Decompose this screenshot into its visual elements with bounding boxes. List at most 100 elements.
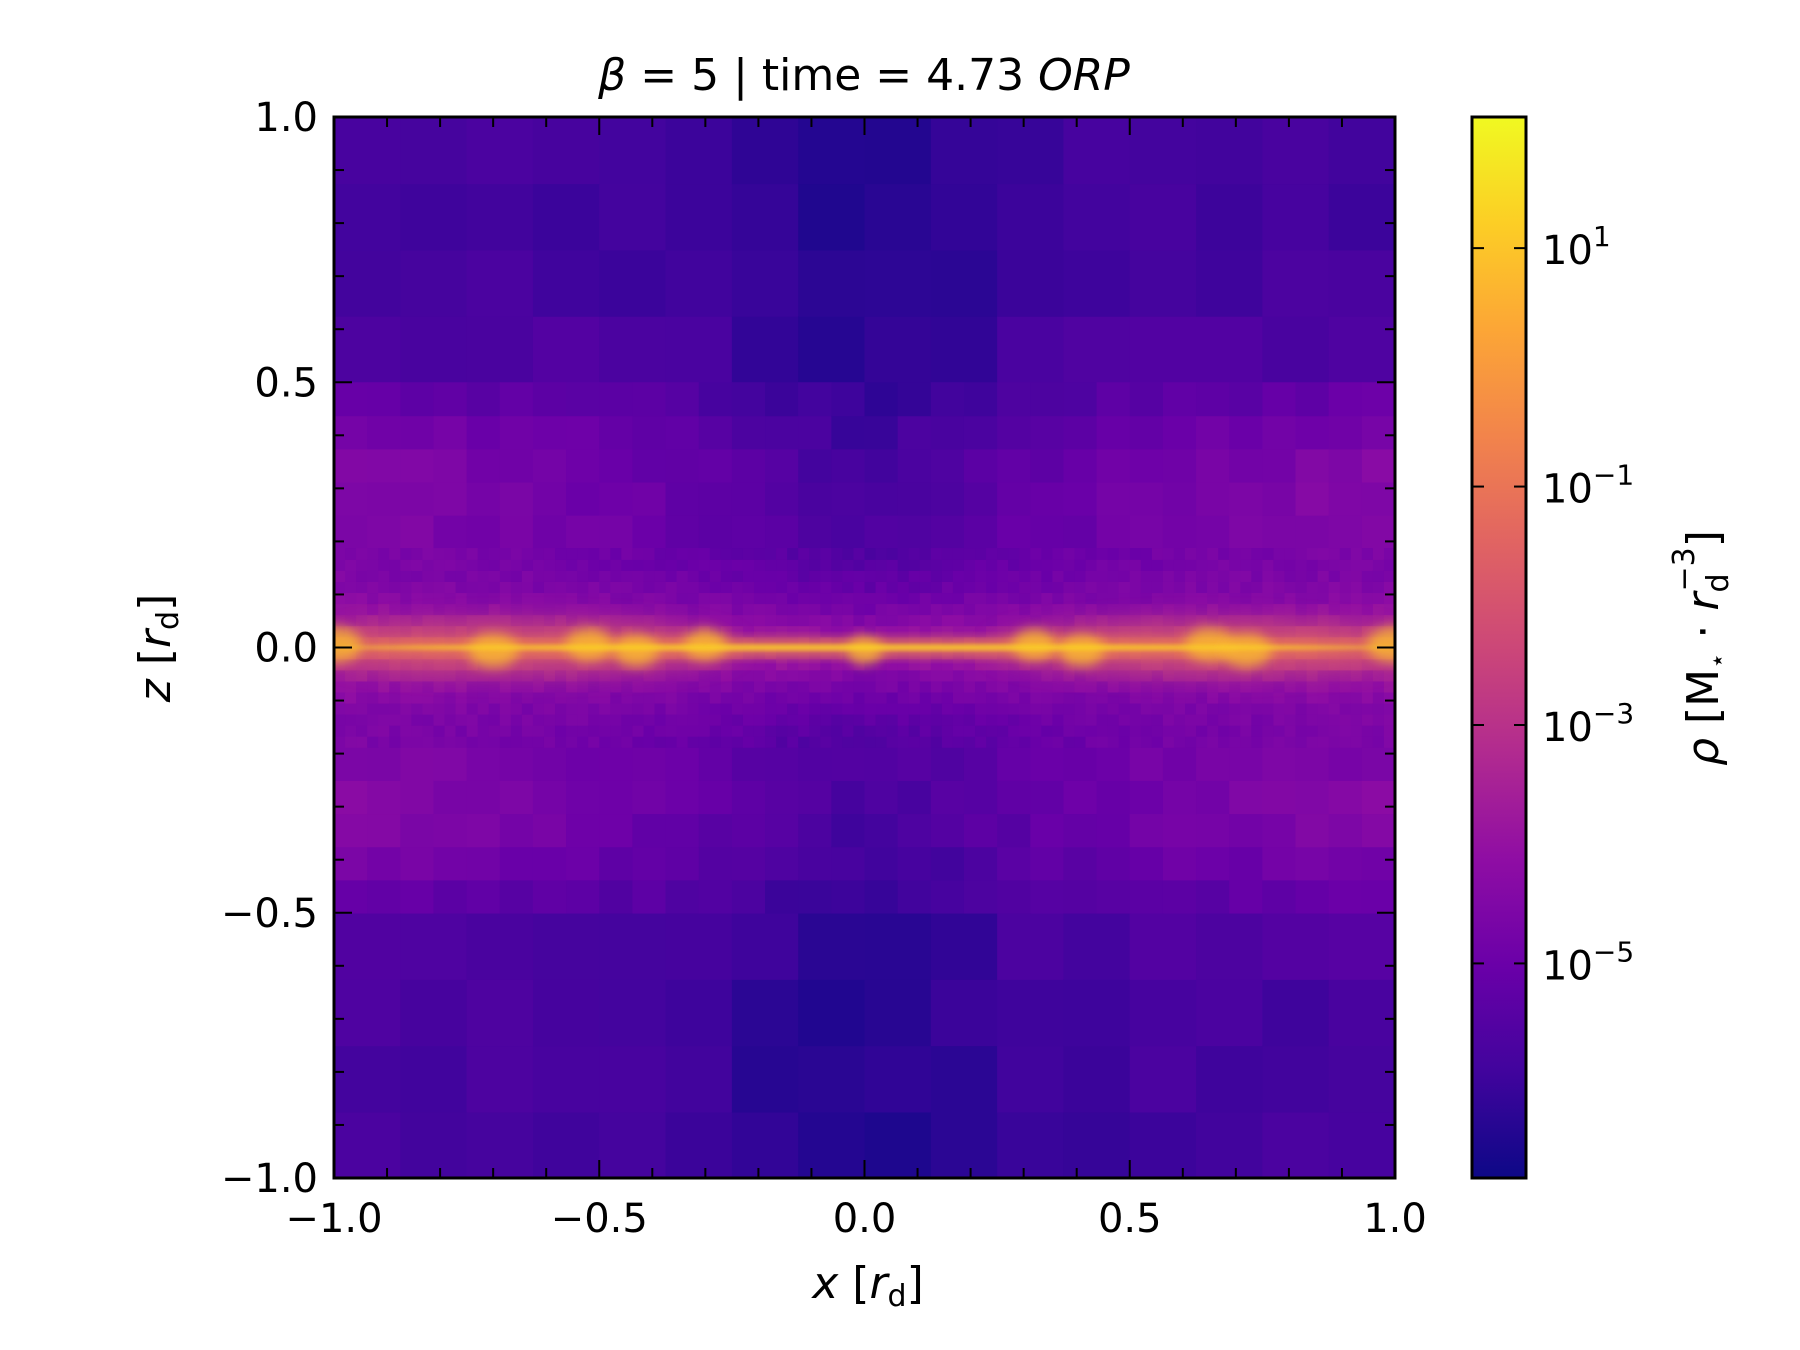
- heatmap-cell: [765, 415, 799, 450]
- heatmap-cell: [1262, 415, 1297, 450]
- heatmap-cell: [1063, 603, 1076, 616]
- heatmap-cell: [986, 702, 998, 715]
- x-tick-label: 0.0: [833, 1196, 897, 1242]
- heatmap-cell: [400, 570, 413, 582]
- heatmap-cell: [599, 448, 634, 483]
- heatmap-cell: [367, 780, 402, 815]
- heatmap-cell: [1273, 702, 1286, 715]
- heatmap-cell: [400, 702, 413, 715]
- heatmap-cell: [1284, 735, 1297, 748]
- heatmap-cell: [698, 581, 711, 594]
- heatmap-cell: [1262, 183, 1330, 251]
- heatmap-cell: [798, 614, 811, 627]
- heatmap-cell: [477, 713, 490, 726]
- heatmap-cell: [389, 735, 402, 748]
- heatmap-cell: [963, 559, 976, 571]
- heatmap-cell: [566, 846, 601, 881]
- heatmap-cell: [776, 713, 788, 726]
- heatmap-cell: [1063, 879, 1098, 914]
- heatmap-cell: [334, 1111, 402, 1178]
- heatmap-cell: [787, 570, 799, 582]
- heatmap-cell: [532, 548, 545, 560]
- heatmap-cell: [1251, 559, 1264, 571]
- heatmap-cell: [709, 669, 722, 682]
- heatmap-cell: [400, 669, 413, 682]
- heatmap-cell: [1328, 702, 1341, 715]
- heatmap-cell: [908, 614, 921, 627]
- heatmap-cell: [864, 559, 877, 571]
- heatmap-cell: [930, 514, 965, 549]
- heatmap-cell: [930, 680, 943, 693]
- heatmap-cell: [1229, 813, 1264, 848]
- heatmap-cell: [1129, 603, 1142, 616]
- heatmap-cell: [1196, 780, 1231, 815]
- heatmap-cell: [400, 680, 413, 693]
- heatmap-cell: [1383, 592, 1395, 605]
- heatmap-cell: [776, 735, 788, 748]
- heatmap-cell: [665, 1111, 733, 1178]
- heatmap-cell: [1295, 548, 1308, 560]
- heatmap-cell: [1041, 592, 1054, 605]
- heatmap-cell: [400, 713, 413, 726]
- heatmap-cell: [1185, 603, 1197, 616]
- heatmap-cell: [1229, 570, 1242, 582]
- heatmap-cell: [930, 448, 965, 483]
- heatmap-cell: [1306, 691, 1319, 704]
- heatmap-cell: [334, 183, 402, 251]
- heatmap-cell: [787, 713, 799, 726]
- heatmap-cell: [1218, 702, 1231, 715]
- heatmap-cell: [919, 603, 932, 616]
- heatmap-cell: [1328, 559, 1341, 571]
- heatmap-cell: [433, 746, 468, 781]
- heatmap-cell: [676, 570, 689, 582]
- heatmap-cell: [919, 724, 932, 737]
- heatmap-cell: [1328, 481, 1363, 516]
- heatmap-cell: [1262, 1045, 1330, 1113]
- heatmap-cell: [1328, 735, 1341, 748]
- heatmap-cell: [577, 614, 589, 627]
- heatmap-cell: [532, 481, 567, 516]
- heatmap-cell: [1262, 448, 1297, 483]
- heatmap-cell: [1008, 559, 1021, 571]
- heatmap-cell: [1107, 603, 1120, 616]
- heatmap-cell: [1328, 514, 1363, 549]
- heatmap-cell: [1218, 669, 1231, 682]
- heatmap-cell: [1328, 1111, 1395, 1178]
- heatmap-cell: [731, 658, 744, 671]
- heatmap-cell: [643, 603, 656, 616]
- heatmap-cell: [665, 979, 733, 1047]
- heatmap-cell: [853, 669, 866, 682]
- heatmap-cell: [1162, 691, 1175, 704]
- heatmap-cell: [687, 680, 700, 693]
- heatmap-cell: [1063, 691, 1076, 704]
- heatmap-cell: [1019, 592, 1032, 605]
- heatmap-cell: [1129, 1045, 1197, 1113]
- heatmap-cell: [930, 713, 943, 726]
- heatmap-cell: [378, 592, 391, 605]
- heatmap-cell: [1063, 315, 1131, 384]
- heatmap-cell: [753, 614, 766, 627]
- heatmap-cell: [1262, 570, 1275, 582]
- heatmap-cell: [643, 691, 656, 704]
- heatmap-cell: [367, 382, 402, 417]
- heatmap-cell: [1107, 592, 1120, 605]
- heatmap-cell: [864, 548, 877, 560]
- heatmap-cell: [345, 570, 357, 582]
- heatmap-cell: [1030, 415, 1065, 450]
- heatmap-cell: [1262, 691, 1275, 704]
- heatmap-cell: [665, 559, 678, 571]
- heatmap-cell: [1361, 846, 1395, 881]
- heatmap-cell: [1196, 570, 1208, 582]
- heatmap-cell: [411, 592, 424, 605]
- heatmap-cell: [864, 702, 877, 715]
- heatmap-cell: [765, 879, 799, 914]
- heatmap-cell: [1173, 702, 1186, 715]
- heatmap-cell: [676, 713, 689, 726]
- heatmap-cell: [986, 603, 998, 616]
- heatmap-cell: [842, 603, 855, 616]
- heatmap-cell: [632, 669, 645, 682]
- heatmap-cell: [543, 724, 556, 737]
- heatmap-cell: [488, 713, 501, 726]
- heatmap-cell: [1085, 592, 1098, 605]
- heatmap-cell: [798, 514, 833, 549]
